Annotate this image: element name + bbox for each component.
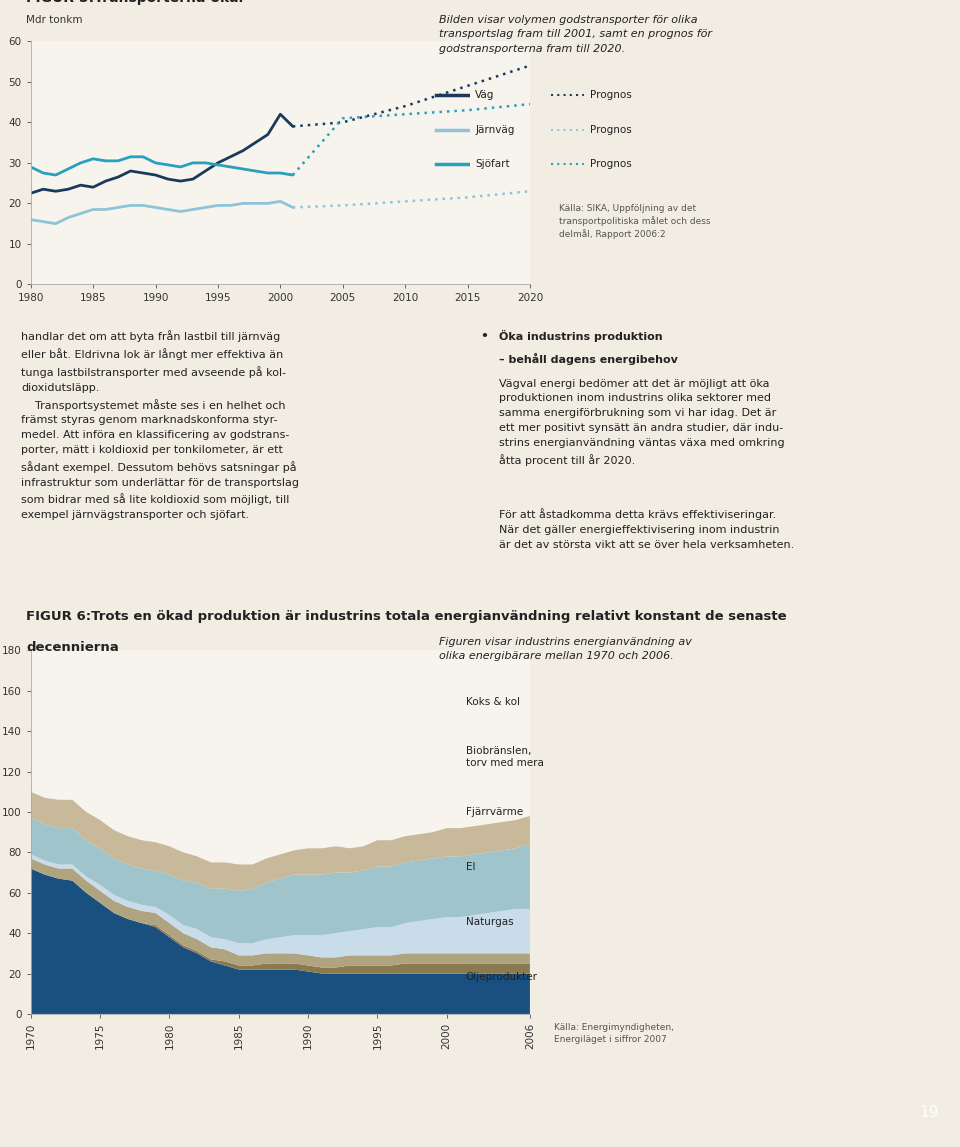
Text: För att åstadkomma detta krävs effektiviseringar.
När det gäller energieffektivi: För att åstadkomma detta krävs effektivi…	[499, 508, 795, 549]
Text: FIGUR 5:Transporterna ökar: FIGUR 5:Transporterna ökar	[26, 0, 246, 5]
Text: •: •	[480, 330, 488, 343]
Text: Bilden visar volymen godstransporter för olika
transportslag fram till 2001, sam: Bilden visar volymen godstransporter för…	[439, 15, 711, 54]
Text: Figuren visar industrins energianvändning av
olika energibärare mellan 1970 och : Figuren visar industrins energianvändnin…	[439, 637, 691, 661]
Text: FIGUR 6:Trots en ökad produktion är industrins totala energianvändning relativt : FIGUR 6:Trots en ökad produktion är indu…	[26, 610, 786, 623]
Text: decennierna: decennierna	[26, 641, 119, 654]
Text: Koks & kol: Koks & kol	[466, 697, 519, 707]
Text: handlar det om att byta från lastbil till järnväg
eller båt. Eldrivna lok är lån: handlar det om att byta från lastbil til…	[21, 330, 300, 521]
Text: – behåll dagens energibehov: – behåll dagens energibehov	[499, 353, 678, 366]
Text: Fjärrvärme: Fjärrvärme	[466, 807, 523, 817]
Text: Prognos: Prognos	[590, 159, 632, 169]
Text: Naturgas: Naturgas	[466, 918, 514, 927]
Text: Öka industrins produktion: Öka industrins produktion	[499, 330, 662, 343]
Text: El: El	[466, 863, 475, 872]
Text: Oljeprodukter: Oljeprodukter	[466, 973, 538, 982]
Text: Mdr tonkm: Mdr tonkm	[26, 15, 83, 25]
Text: Väg: Väg	[475, 91, 494, 100]
Text: Prognos: Prognos	[590, 125, 632, 134]
Text: Källa: Energimyndigheten,
Energiläget i siffror 2007: Källa: Energimyndigheten, Energiläget i …	[554, 1023, 674, 1044]
Text: Källa: SIKA, Uppföljning av det
transportpolitiska målet och dess
delmål, Rappor: Källa: SIKA, Uppföljning av det transpor…	[559, 204, 710, 240]
Text: 19: 19	[920, 1105, 939, 1121]
Text: Biobränslen,
torv med mera: Biobränslen, torv med mera	[466, 746, 543, 768]
Text: Sjöfart: Sjöfart	[475, 159, 510, 169]
Text: Järnväg: Järnväg	[475, 125, 515, 134]
Text: Vägval energi bedömer att det är möjligt att öka
produktionen inom industrins ol: Vägval energi bedömer att det är möjligt…	[499, 379, 785, 466]
Text: Prognos: Prognos	[590, 91, 632, 100]
